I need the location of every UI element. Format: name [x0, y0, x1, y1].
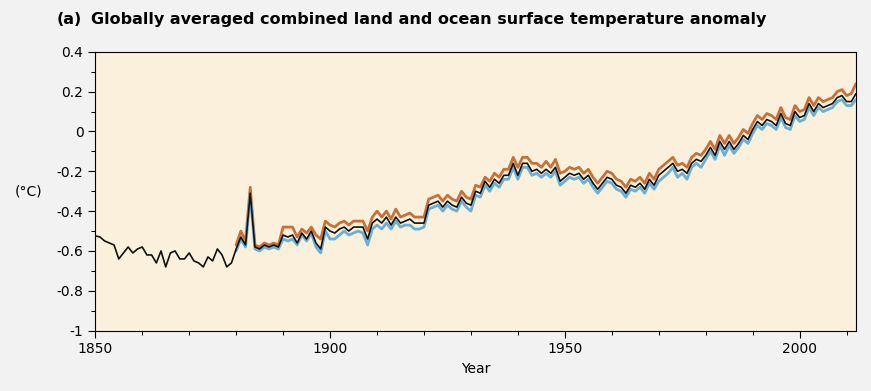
X-axis label: Year: Year: [461, 362, 490, 376]
Y-axis label: (°C): (°C): [15, 184, 43, 198]
Text: (a): (a): [57, 12, 82, 27]
Text: Globally averaged combined land and ocean surface temperature anomaly: Globally averaged combined land and ocea…: [91, 12, 766, 27]
